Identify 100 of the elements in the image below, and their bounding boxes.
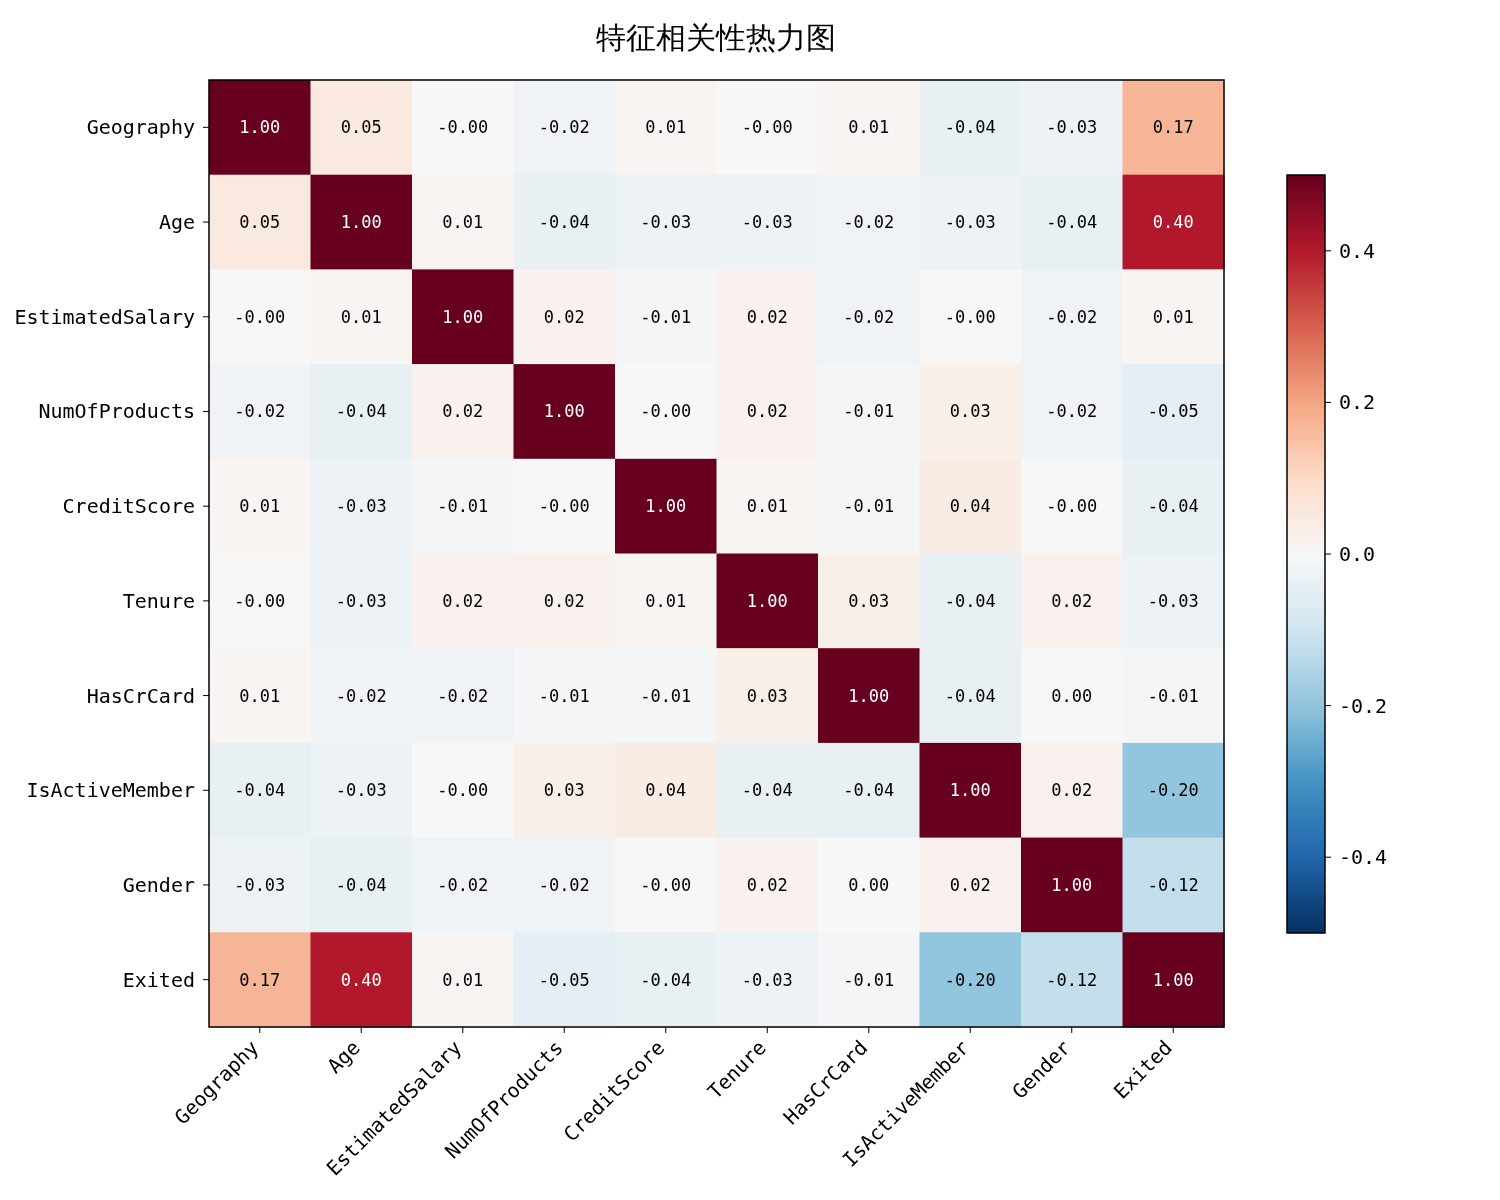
data-label: 0.40: [1152, 212, 1194, 233]
data-label: 0.40: [340, 969, 382, 990]
data-label: -0.02: [234, 401, 286, 422]
y-tick-label: Gender: [122, 872, 195, 897]
data-label: 1.00: [239, 117, 281, 138]
data-label: -0.04: [640, 969, 692, 990]
data-label: -0.05: [1147, 401, 1199, 422]
data-label: 1.00: [848, 685, 890, 706]
data-label: -0.04: [234, 780, 286, 801]
data-label: -0.20: [1147, 780, 1199, 801]
color-bar-label: 0.4: [1339, 238, 1376, 263]
data-label: 1.00: [340, 212, 382, 233]
data-label: -0.01: [843, 401, 895, 422]
data-label: -0.04: [944, 590, 996, 611]
data-label: -0.04: [843, 780, 895, 801]
chart-title: 特征相关性热力图: [596, 20, 836, 55]
data-label: 1.00: [949, 780, 991, 801]
data-label: -0.02: [538, 874, 590, 895]
data-label: -0.01: [538, 685, 590, 706]
data-label: 0.02: [442, 590, 484, 611]
data-label: 0.01: [848, 117, 890, 138]
color-bar-label: 0.0: [1339, 542, 1376, 566]
data-label: -0.00: [538, 496, 590, 517]
data-label: 0.17: [239, 969, 281, 990]
data-label: 0.04: [645, 780, 687, 801]
data-label: -0.00: [437, 117, 489, 138]
data-label: -0.01: [640, 685, 692, 706]
data-label: -0.00: [640, 874, 692, 895]
data-label: -0.02: [843, 212, 895, 233]
y-tick-label: Exited: [122, 967, 195, 992]
data-label: 0.02: [746, 401, 788, 422]
data-label: 0.05: [239, 212, 281, 233]
y-tick-label: Geography: [86, 115, 195, 140]
data-label: -0.04: [335, 401, 387, 422]
data-label: 1.00: [746, 590, 788, 611]
data-label: -0.01: [843, 969, 895, 990]
data-label: 0.01: [239, 685, 281, 706]
data-label: -0.05: [538, 969, 590, 990]
data-label: -0.02: [437, 874, 489, 895]
data-label: -0.12: [1046, 969, 1098, 990]
data-label: 0.00: [848, 874, 890, 895]
data-label: -0.04: [944, 685, 996, 706]
data-label: -0.00: [640, 401, 692, 422]
data-label: -0.00: [234, 590, 286, 611]
data-label: -0.03: [1046, 117, 1098, 138]
data-label: 1.00: [543, 401, 585, 422]
y-tick-label: Tenure: [122, 588, 195, 613]
data-label: -0.04: [944, 117, 996, 138]
data-label: 0.01: [746, 496, 788, 517]
data-label: -0.02: [538, 117, 590, 138]
data-label: 0.02: [442, 401, 484, 422]
data-label: 0.02: [746, 306, 788, 327]
data-label: -0.03: [234, 874, 286, 895]
data-label: -0.01: [437, 496, 489, 517]
data-label: 0.03: [949, 401, 991, 422]
color-bar-label: -0.2: [1339, 693, 1388, 718]
data-label: -0.00: [234, 306, 286, 327]
data-label: -0.03: [741, 969, 793, 990]
data-label: 1.00: [442, 306, 484, 327]
data-label: -0.03: [335, 496, 387, 517]
data-label: 0.04: [949, 496, 991, 517]
data-label: -0.02: [335, 685, 387, 706]
data-label: -0.04: [335, 874, 387, 895]
data-label: -0.03: [640, 212, 692, 233]
data-label: 0.00: [1051, 685, 1093, 706]
data-label: -0.01: [843, 496, 895, 517]
data-label: 0.01: [645, 117, 687, 138]
data-label: -0.02: [1046, 401, 1098, 422]
y-tick-label: CreditScore: [62, 494, 195, 519]
color-bar-label: -0.4: [1339, 845, 1388, 870]
data-label: -0.03: [335, 590, 387, 611]
data-label: 0.01: [442, 969, 484, 990]
data-label: 0.02: [1051, 590, 1093, 611]
data-label: 1.00: [1152, 969, 1194, 990]
data-label: 0.01: [1152, 306, 1194, 327]
data-label: 0.01: [340, 306, 382, 327]
data-label: -0.12: [1147, 874, 1199, 895]
data-label: -0.04: [1046, 212, 1098, 233]
data-label: -0.04: [538, 212, 590, 233]
data-label: 0.01: [645, 590, 687, 611]
y-tick-label: IsActiveMember: [26, 778, 195, 803]
data-label: 1.00: [645, 496, 687, 517]
data-label: -0.00: [944, 306, 996, 327]
data-label: 0.02: [746, 874, 788, 895]
data-label: 0.02: [949, 874, 991, 895]
data-label: 1.00: [1051, 874, 1093, 895]
data-label: -0.03: [1147, 590, 1199, 611]
data-label: 0.02: [1051, 780, 1093, 801]
data-label: 0.01: [239, 496, 281, 517]
data-label: 0.02: [543, 590, 585, 611]
color-bar-label: 0.2: [1339, 390, 1376, 415]
data-label: -0.01: [1147, 685, 1199, 706]
y-tick-label: Age: [158, 210, 195, 235]
data-label: -0.04: [1147, 496, 1199, 517]
data-label: 0.17: [1152, 117, 1194, 138]
data-label: -0.01: [640, 306, 692, 327]
data-label: 0.03: [543, 780, 585, 801]
data-label: -0.00: [741, 117, 793, 138]
data-label: -0.02: [843, 306, 895, 327]
data-label: -0.03: [335, 780, 387, 801]
